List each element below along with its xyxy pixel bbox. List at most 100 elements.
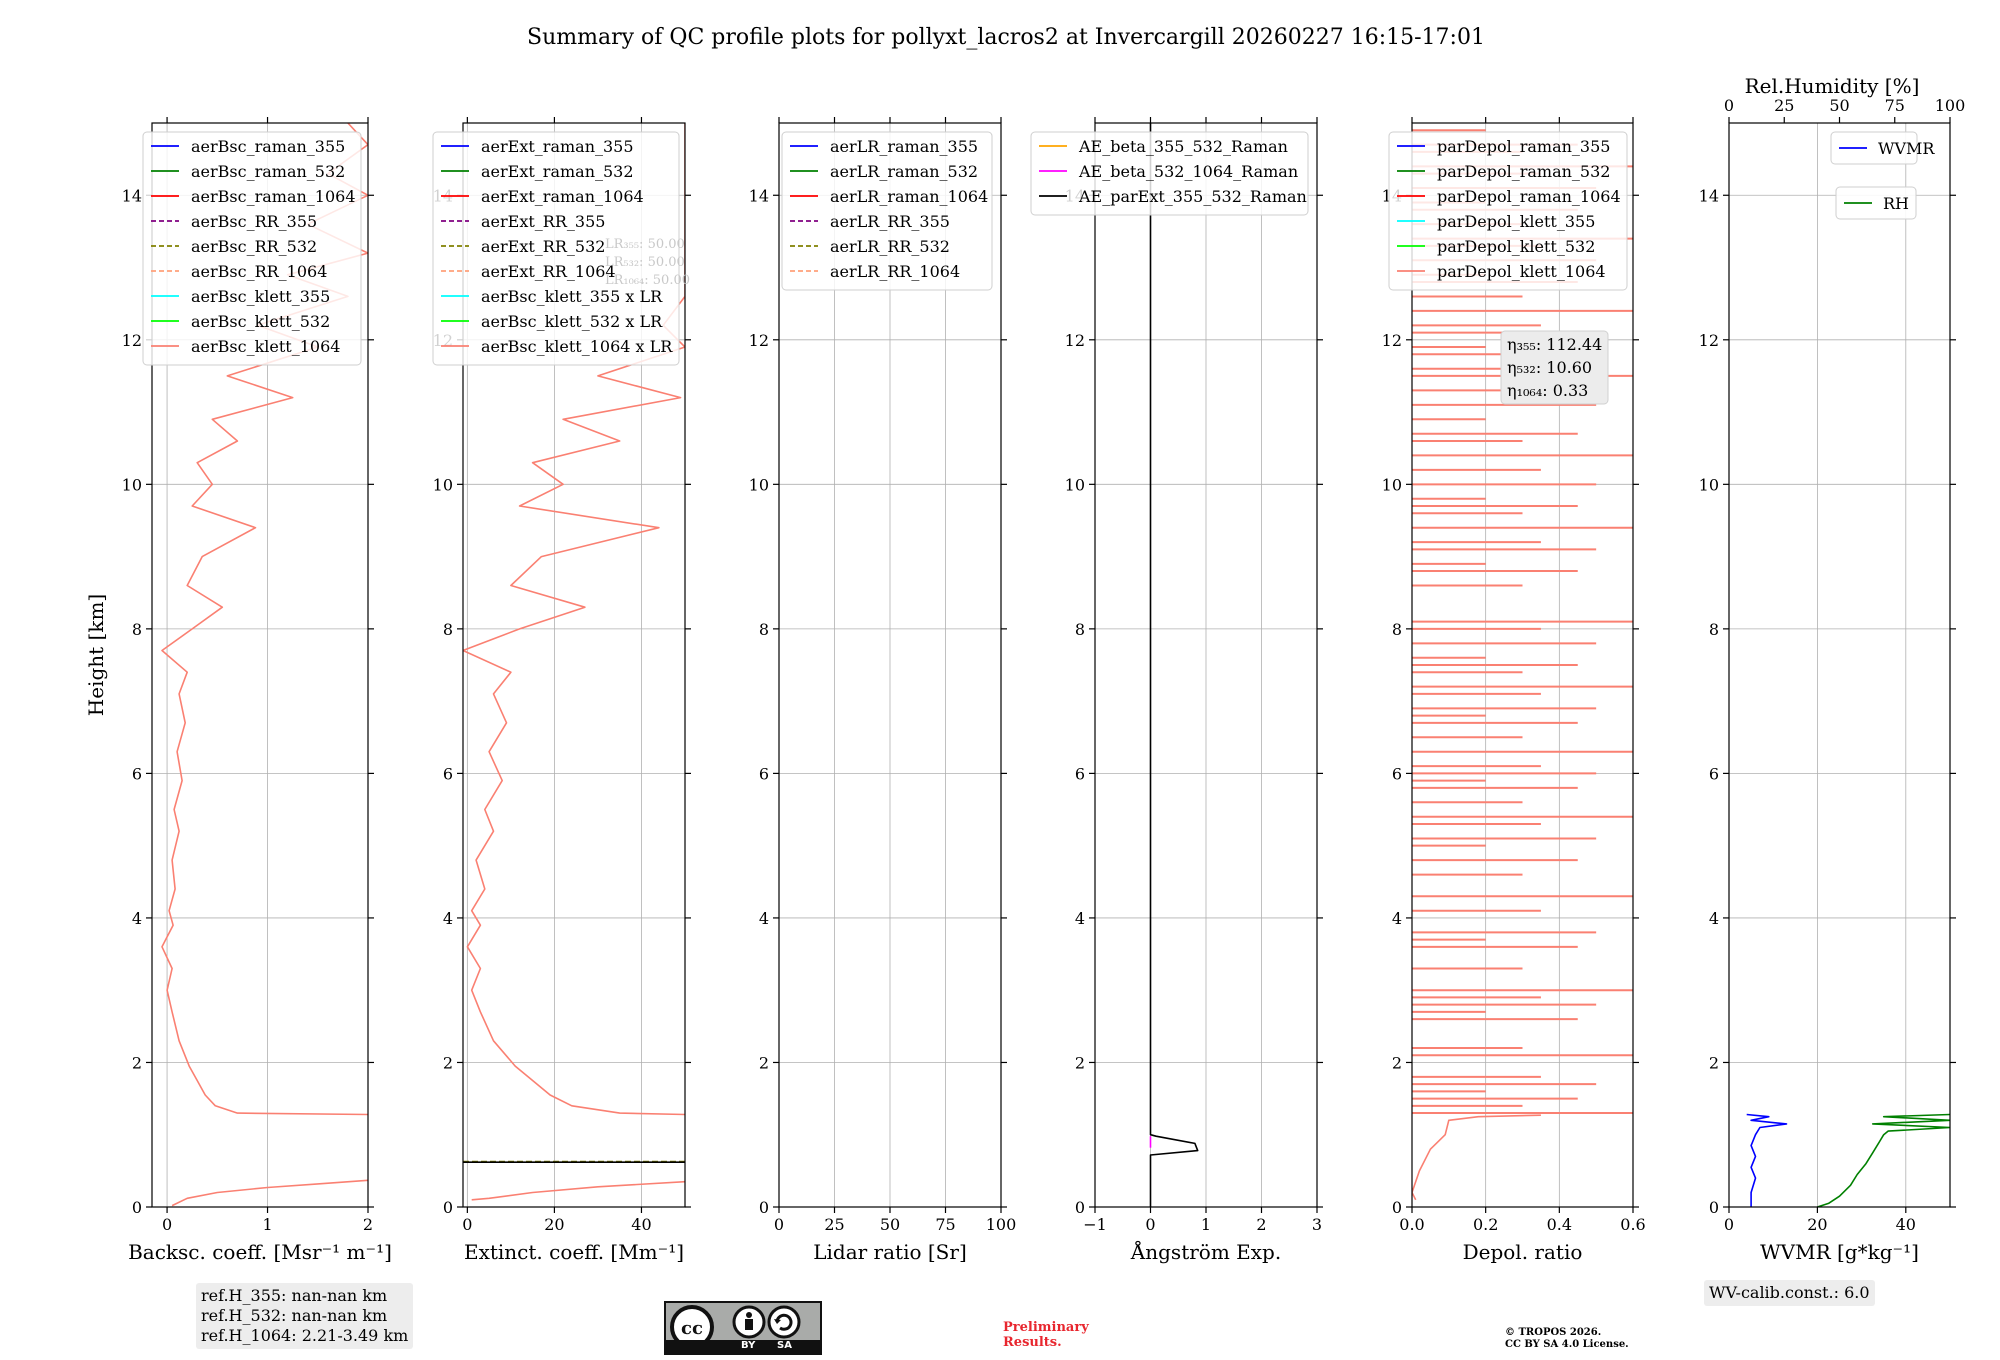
ref-height-355: ref.H_355: nan-nan km bbox=[201, 1286, 388, 1305]
y-tick-label: 8 bbox=[1392, 620, 1402, 639]
legend-label: parDepol_klett_1064 bbox=[1437, 262, 1606, 281]
legend-label: WVMR bbox=[1878, 139, 1935, 158]
y-tick-label: 10 bbox=[433, 475, 453, 494]
x2-tick-label: 75 bbox=[1885, 96, 1905, 115]
legend-label: aerBsc_klett_1064 x LR bbox=[481, 337, 673, 356]
legend-label: aerBsc_klett_355 bbox=[191, 287, 330, 306]
legend-box-rh bbox=[1835, 186, 1917, 220]
x-tick-label: 2 bbox=[363, 1215, 373, 1234]
panel-2: 0204002468101214Extinct. coeff. [Mm⁻¹]ae… bbox=[432, 117, 691, 1264]
x-tick-label: 0.0 bbox=[1399, 1215, 1424, 1234]
y-tick-label: 14 bbox=[122, 186, 142, 205]
legend: aerLR_raman_355 aerLR_raman_532 aerLR_rama… bbox=[781, 131, 993, 291]
x2-tick-label: 100 bbox=[1935, 96, 1966, 115]
y-tick-label: 2 bbox=[443, 1053, 453, 1072]
y-tick-label: 10 bbox=[1065, 475, 1085, 494]
x-tick-label: 0 bbox=[162, 1215, 172, 1234]
y-tick-label: 6 bbox=[1075, 764, 1085, 783]
x-tick-label: 0 bbox=[462, 1215, 472, 1234]
eta-box bbox=[1500, 330, 1609, 405]
y-tick-label: 8 bbox=[759, 620, 769, 639]
y-tick-label: 4 bbox=[1392, 909, 1402, 928]
legend-label: parDepol_raman_1064 bbox=[1437, 187, 1621, 206]
series-line bbox=[1412, 1114, 1541, 1201]
y-tick-label: 10 bbox=[122, 475, 142, 494]
x-tick-label: 0.4 bbox=[1547, 1215, 1572, 1234]
y-tick-label: 4 bbox=[759, 909, 769, 928]
y-tick-label: 0 bbox=[132, 1198, 142, 1217]
svg-text:cc: cc bbox=[681, 1318, 703, 1339]
figure-title: Summary of QC profile plots for pollyxt_… bbox=[527, 25, 1485, 50]
x-axis-label: Ångström Exp. bbox=[1130, 1239, 1281, 1264]
legend: AE_beta_355_532_Raman AE_beta_532_1064_Ra… bbox=[1030, 131, 1309, 216]
x-tick-label: 1 bbox=[262, 1215, 272, 1234]
panel-3: 0 25 50 75 100 0 2 4 6 8 10 12 14 Lidar ratio [Sr] aer… bbox=[749, 117, 1017, 1264]
legend-label: aerExt_raman_532 bbox=[481, 162, 634, 181]
x-tick-label: 3 bbox=[1312, 1215, 1322, 1234]
legend-box bbox=[1030, 131, 1309, 216]
legend-label: aerLR_raman_532 bbox=[830, 162, 978, 181]
preliminary-note: Preliminary Results. bbox=[1003, 1320, 1089, 1350]
x-tick-label: 40 bbox=[631, 1215, 651, 1234]
legend: WVMR RH bbox=[1830, 131, 1935, 220]
legend-label: aerLR_RR_355 bbox=[830, 212, 950, 231]
y-tick-label: 2 bbox=[1392, 1053, 1402, 1072]
cc-by-label: BY bbox=[741, 1340, 756, 1351]
x-tick-label: 50 bbox=[880, 1215, 900, 1234]
y-tick-label: 8 bbox=[1075, 620, 1085, 639]
y-tick-label: 0 bbox=[1709, 1198, 1719, 1217]
lidar-ratio-note: LR₅₃₂: 50.00 bbox=[605, 255, 685, 270]
cc-license-badge: cc BY SA bbox=[664, 1301, 822, 1355]
y-tick-label: 10 bbox=[1382, 475, 1402, 494]
legend-box bbox=[432, 131, 680, 366]
eta-note: η₁₀₆₄: 0.33 bbox=[1507, 381, 1588, 400]
copyright-line-2: CC BY SA 4.0 License. bbox=[1505, 1339, 1629, 1350]
x-tick-label: 0.2 bbox=[1473, 1215, 1498, 1234]
legend-label: parDepol_klett_532 bbox=[1437, 237, 1595, 256]
legend-label: aerBsc_klett_532 bbox=[191, 312, 330, 331]
eta-note: η₅₃₂: 10.60 bbox=[1507, 358, 1592, 377]
x-tick-label: 25 bbox=[824, 1215, 844, 1234]
y-tick-label: 2 bbox=[759, 1053, 769, 1072]
legend-label: aerBsc_klett_355 x LR bbox=[481, 287, 663, 306]
cc-logo-icon: cc bbox=[670, 1305, 801, 1341]
y-tick-label: 8 bbox=[1709, 620, 1719, 639]
panel-6: 0 20 40 0 25 50 75 100 0 2 4 6 8 10 12 14 WVMR [g*kg⁻¹] W… bbox=[1699, 96, 1966, 1264]
x-axis-label: Depol. ratio bbox=[1463, 1240, 1583, 1264]
panel-frame bbox=[151, 122, 369, 1208]
x-tick-label: 100 bbox=[986, 1215, 1017, 1234]
reference-height-box: ref.H_355: nan-nan km ref.H_532: nan-nan… bbox=[196, 1283, 414, 1349]
legend-label: aerLR_RR_532 bbox=[830, 237, 950, 256]
legend-label: parDepol_raman_532 bbox=[1437, 162, 1610, 181]
legend-label: aerBsc_klett_532 x LR bbox=[481, 312, 663, 331]
y-tick-label: 14 bbox=[749, 186, 769, 205]
x2-tick-label: 50 bbox=[1829, 96, 1849, 115]
y-tick-label: 6 bbox=[1709, 764, 1719, 783]
x-tick-label: 2 bbox=[1256, 1215, 1266, 1234]
legend-box bbox=[781, 131, 993, 291]
y-tick-label: 2 bbox=[1075, 1053, 1085, 1072]
ref-height-532: ref.H_532: nan-nan km bbox=[201, 1306, 388, 1325]
legend-label: AE_parExt_355_532_Raman bbox=[1078, 187, 1307, 206]
series-line bbox=[171, 1179, 368, 1207]
eta-note: η₃₅₅: 112.44 bbox=[1507, 335, 1602, 354]
y-tick-label: 12 bbox=[1065, 331, 1085, 350]
plot-area bbox=[1149, 123, 1199, 1207]
legend: parDepol_raman_355 parDepol_raman_532 parD… bbox=[1388, 131, 1628, 291]
x-tick-label: 0 bbox=[1724, 1215, 1734, 1234]
y-tick-label: 6 bbox=[759, 764, 769, 783]
x-axis-label: Lidar ratio [Sr] bbox=[813, 1240, 967, 1264]
legend-label: parDepol_klett_355 bbox=[1437, 212, 1595, 231]
panel-5: 0.00.20.40.602468101214Depol. ratioparDe… bbox=[1382, 117, 1646, 1264]
y-tick-label: 8 bbox=[443, 620, 453, 639]
cc-sa-label: SA bbox=[777, 1340, 792, 1351]
legend-label: aerBsc_raman_355 bbox=[191, 137, 345, 156]
x-tick-label: 0 bbox=[1145, 1215, 1155, 1234]
copyright-line-1: © TROPOS 2026. bbox=[1505, 1327, 1602, 1338]
wv-calibration-box: WV-calib.const.: 6.0 bbox=[1704, 1280, 1875, 1306]
y-tick-label: 2 bbox=[1709, 1053, 1719, 1072]
y-tick-label: 2 bbox=[132, 1053, 142, 1072]
plot-area bbox=[1412, 129, 1633, 1201]
y-tick-label: 12 bbox=[1382, 331, 1402, 350]
